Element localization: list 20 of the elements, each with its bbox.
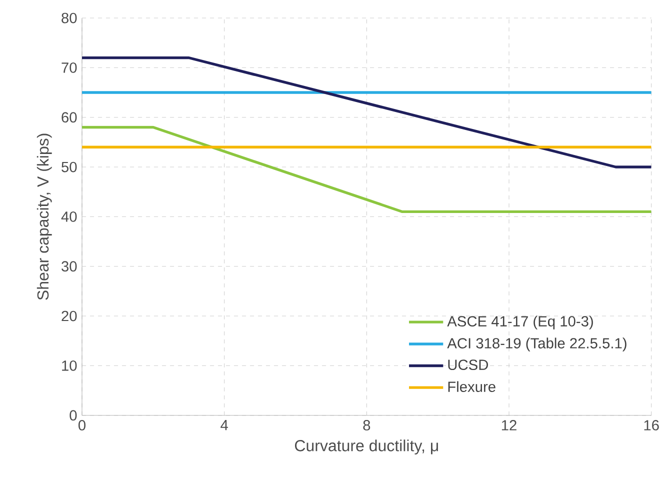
x-tick-label: 8 bbox=[363, 420, 370, 430]
y-tick-label: 30 bbox=[62, 261, 77, 272]
x-tick-label: 0 bbox=[78, 420, 86, 430]
y-tick-label: 60 bbox=[62, 112, 77, 123]
legend-label: Flexure bbox=[448, 381, 496, 392]
y-tick-label: 80 bbox=[62, 12, 77, 24]
legend-label: ACI 318-19 (Table 22.5.5.1) bbox=[447, 338, 626, 352]
y-tick-label: 50 bbox=[62, 162, 77, 172]
y-tick-label: 0 bbox=[70, 410, 77, 421]
y-tick-label: 40 bbox=[61, 211, 77, 222]
y-axis-title: Shear capacity, V (kips) bbox=[36, 134, 52, 300]
y-tick-label: 20 bbox=[62, 310, 77, 322]
legend-label: ASCE 41-17 (Eq 10-3) bbox=[447, 316, 593, 330]
x-tick-label: 4 bbox=[220, 420, 228, 430]
x-axis-title: Curvature ductility, μ bbox=[295, 440, 438, 454]
x-tick-label: 12 bbox=[502, 420, 516, 430]
x-tick-label: 16 bbox=[644, 420, 659, 430]
y-tick-label: 10 bbox=[62, 360, 77, 371]
legend-label: UCSD bbox=[448, 360, 488, 370]
y-tick-label: 70 bbox=[62, 62, 77, 73]
